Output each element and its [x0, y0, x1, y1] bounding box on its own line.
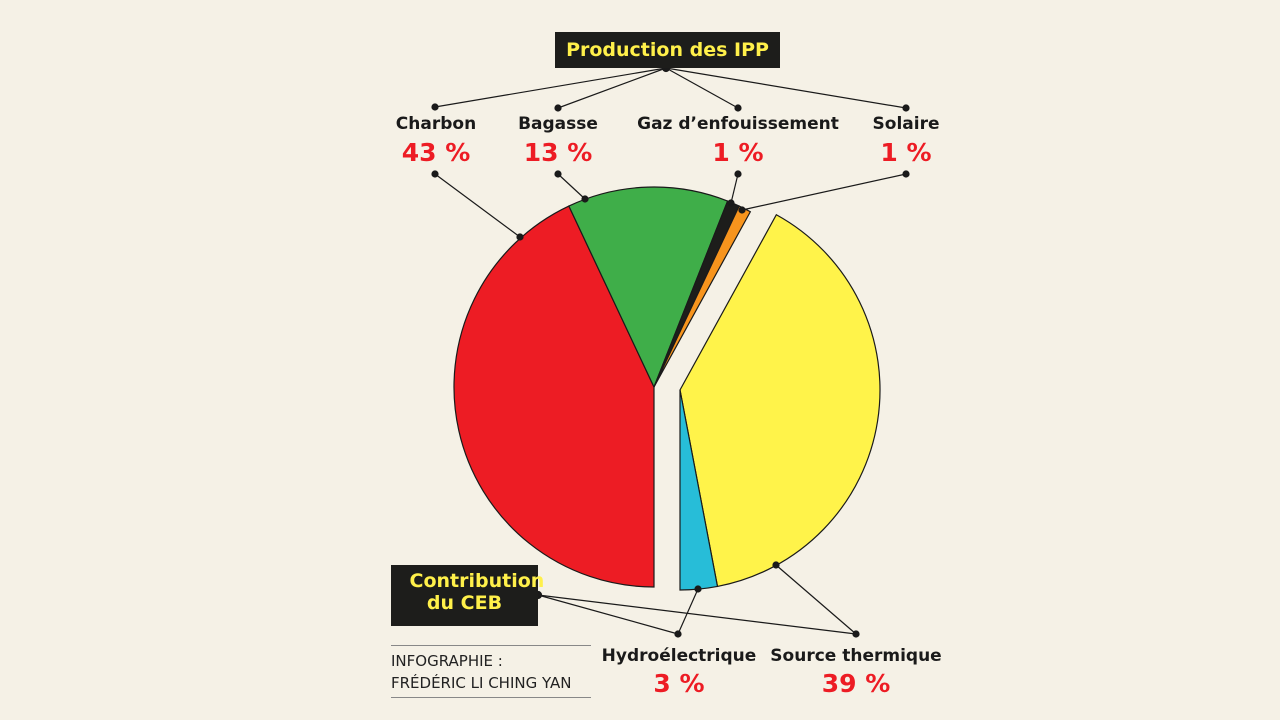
value-hydro: 3 % — [653, 669, 705, 698]
credit-line1: INFOGRAPHIE : — [391, 652, 503, 670]
label-solaire: Solaire — [872, 114, 940, 134]
value-thermique: 39 % — [821, 669, 891, 698]
ipp-title: Production des IPP — [555, 32, 780, 68]
label-gaz: Gaz d’enfouissement — [637, 114, 839, 134]
value-gaz: 1 % — [712, 138, 764, 167]
value-solaire: 1 % — [880, 138, 932, 167]
value-charbon: 43 % — [401, 138, 471, 167]
slice-charbon — [453, 205, 655, 588]
label-bagasse: Bagasse — [518, 114, 598, 134]
credit-line2: FRÉDÉRIC LI CHING YAN — [391, 674, 572, 692]
label-thermique: Source thermique — [770, 646, 942, 666]
label-charbon: Charbon — [395, 114, 477, 134]
value-bagasse: 13 % — [523, 138, 593, 167]
leader-lines — [431, 63, 910, 638]
label-hydro: Hydroélectrique — [601, 646, 757, 666]
credit: INFOGRAPHIE : FRÉDÉRIC LI CHING YAN — [391, 645, 591, 698]
ceb-title-text: Contribution du CEB — [409, 570, 545, 614]
ceb-title: Contribution du CEB — [391, 565, 545, 626]
slice-bagasse — [568, 186, 729, 389]
